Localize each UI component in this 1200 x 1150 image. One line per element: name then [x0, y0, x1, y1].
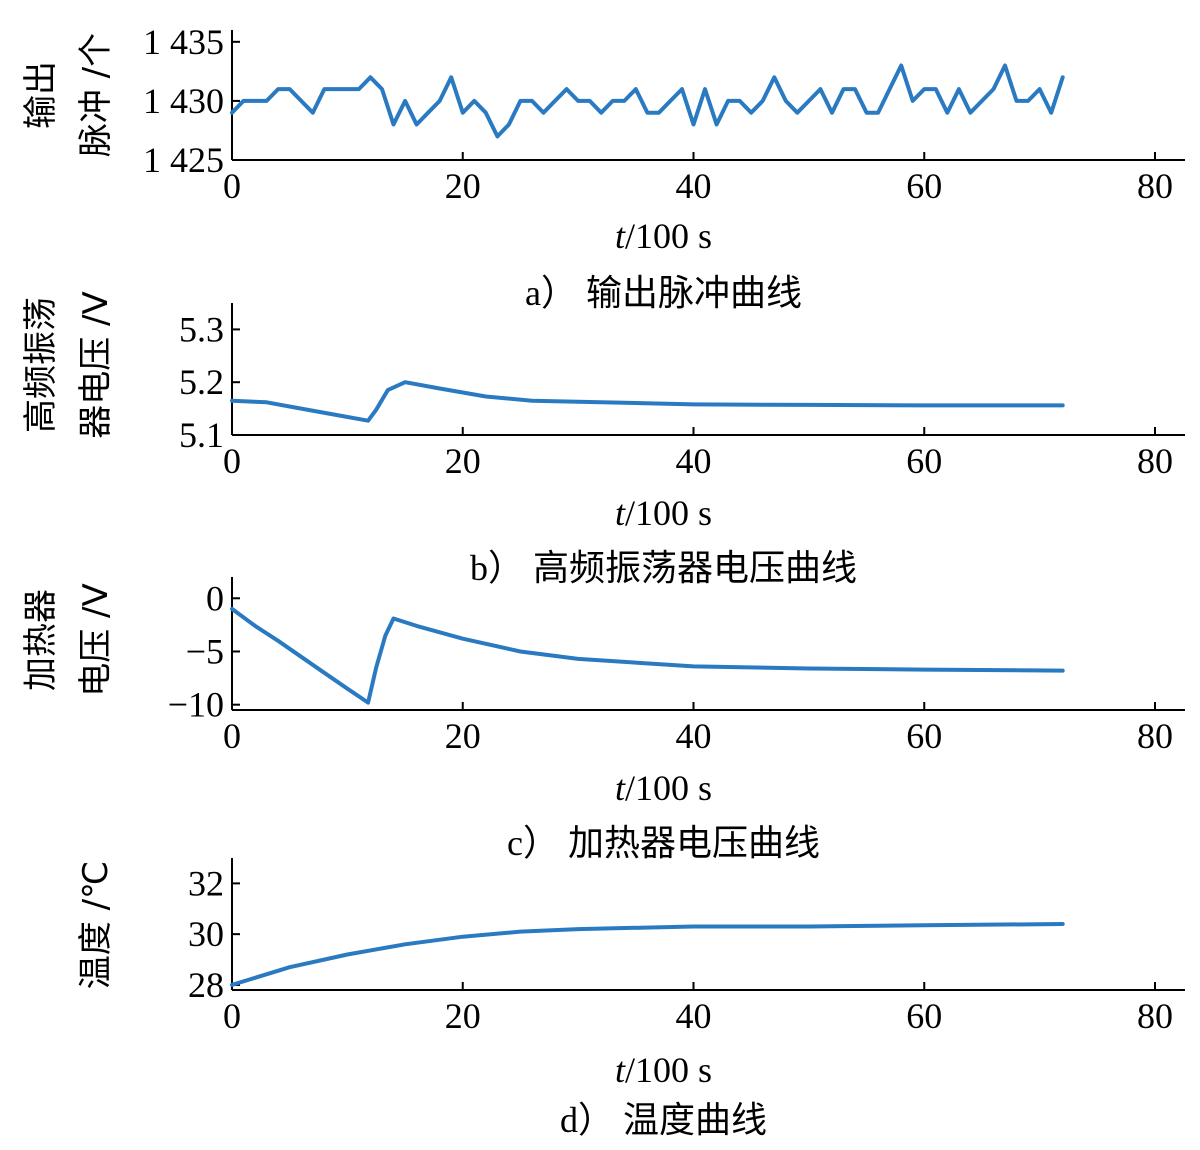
panel-caption-label: d） [560, 1100, 623, 1140]
x-axis-label: t/100 s [615, 768, 712, 808]
y-axis-label: 器电压 /V [76, 291, 116, 439]
x-axis-label: t/100 s [615, 216, 712, 256]
series-line [230, 380, 1065, 423]
x-tick-label: 60 [906, 441, 942, 481]
x-tick-label: 20 [445, 441, 481, 481]
panel-caption: c） 加热器电压曲线 [507, 823, 820, 864]
x-axis-label-variable: t [615, 216, 626, 256]
y-tick-label: 28 [188, 965, 224, 1005]
y-tick-label: 30 [188, 914, 224, 954]
panel-caption: d） 温度曲线 [560, 1100, 767, 1141]
x-tick-label: 60 [906, 166, 942, 206]
panel-b-oscillator-voltage-chart: 0 20 40 60 80 5.1 5.2 5.3 t/100 s 高频振荡 器电压 /V b） 高频… [21, 291, 1185, 589]
x-tick-label: 40 [676, 716, 712, 756]
x-tick-label: 80 [1137, 996, 1173, 1036]
y-tick-label: −10 [168, 685, 224, 725]
series-line [230, 63, 1065, 139]
x-tick-label: 40 [676, 166, 712, 206]
series-line [230, 606, 1065, 705]
panel-caption-text: 高频振荡器电压曲线 [533, 548, 857, 589]
panel-caption: a） 输出脉冲曲线 [525, 273, 802, 314]
panel-caption-label: b） [470, 548, 533, 588]
panel-caption-label: c） [507, 823, 568, 863]
y-tick-label: 32 [188, 863, 224, 903]
y-tick-label: 5.2 [179, 362, 224, 402]
x-tick-label: 40 [676, 441, 712, 481]
y-tick-label: 5.3 [179, 309, 224, 349]
panel-caption: b） 高频振荡器电压曲线 [470, 548, 857, 589]
panel-c-heater-voltage-chart: 0 20 40 60 80 −10 −5 0 t/100 s 加热器 电压 /V c） 加热器电压曲线 [21, 577, 1185, 864]
y-tick-label: 1 430 [143, 81, 224, 121]
x-tick-label: 20 [445, 996, 481, 1036]
panel-caption-text: 温度曲线 [623, 1100, 767, 1141]
x-tick-label: 80 [1137, 441, 1173, 481]
y-axis-label: 高频振荡 [21, 297, 61, 433]
x-tick-label: 0 [223, 716, 241, 756]
y-axis-label: 加热器 [21, 589, 61, 691]
x-axis-label-unit: /100 s [625, 216, 712, 256]
x-axis-label: t/100 s [615, 493, 712, 533]
y-tick-label: 1 425 [143, 140, 224, 180]
y-tick-label: 0 [206, 578, 224, 618]
x-axis-label-variable: t [615, 493, 626, 533]
y-axis-label: 输出 [21, 61, 61, 129]
series-line [230, 922, 1065, 987]
y-axis-label: 温度 /℃ [76, 861, 116, 989]
x-axis-label: t/100 s [615, 1050, 712, 1090]
y-axis-label: 脉冲 /个 [76, 33, 116, 157]
x-tick-label: 20 [445, 716, 481, 756]
panel-d-temperature-chart: 0 20 40 60 80 28 30 32 t/100 s 温度 /℃ d） 温度曲线 [76, 858, 1185, 1141]
y-tick-label: 5.1 [179, 415, 224, 455]
x-axis-label-unit: /100 s [625, 1050, 712, 1090]
x-tick-label: 40 [676, 996, 712, 1036]
x-tick-label: 80 [1137, 166, 1173, 206]
panel-a-output-pulse-chart: 0 20 40 60 80 1 425 1 430 1 435 t/100 s 输出 脉冲 /个 a）… [21, 22, 1185, 314]
y-axis-label: 电压 /V [76, 583, 116, 697]
x-tick-label: 60 [906, 996, 942, 1036]
x-tick-label: 0 [223, 441, 241, 481]
x-tick-label: 20 [445, 166, 481, 206]
x-tick-label: 0 [223, 166, 241, 206]
x-tick-label: 60 [906, 716, 942, 756]
x-axis-label-variable: t [615, 768, 626, 808]
panel-caption-text: 加热器电压曲线 [568, 823, 820, 864]
panel-caption-label: a） [525, 273, 586, 313]
y-tick-label: −5 [186, 631, 224, 671]
x-tick-label: 80 [1137, 716, 1173, 756]
x-tick-label: 0 [223, 996, 241, 1036]
x-axis-label-unit: /100 s [625, 493, 712, 533]
y-tick-label: 1 435 [143, 22, 224, 62]
x-axis-label-unit: /100 s [625, 768, 712, 808]
panel-caption-text: 输出脉冲曲线 [586, 273, 802, 314]
x-axis-label-variable: t [615, 1050, 626, 1090]
